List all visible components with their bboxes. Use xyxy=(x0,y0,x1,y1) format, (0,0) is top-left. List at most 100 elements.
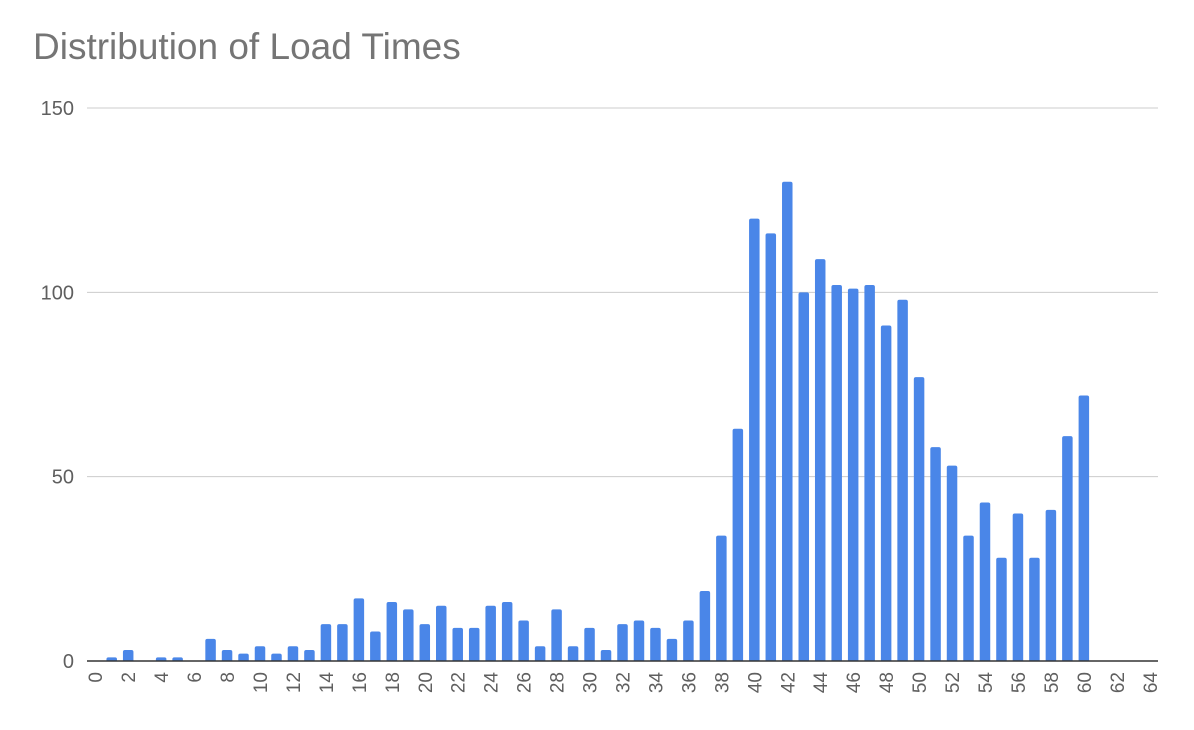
x-tick-label: 50 xyxy=(910,672,931,693)
y-tick-label: 0 xyxy=(63,651,74,673)
x-tick-label: 34 xyxy=(646,672,667,694)
histogram-bar xyxy=(452,627,463,661)
histogram-bar xyxy=(551,609,562,661)
x-tick-label: 60 xyxy=(1075,672,1096,693)
histogram-bar xyxy=(732,428,744,661)
x-tick-label: 64 xyxy=(1141,672,1162,694)
x-tick-label: 42 xyxy=(778,672,799,693)
y-tick-label: 100 xyxy=(41,282,74,304)
x-tick-label: 6 xyxy=(185,672,206,683)
x-tick-label: 28 xyxy=(548,672,569,693)
histogram-bar xyxy=(749,218,760,661)
x-tick-label: 10 xyxy=(251,672,272,693)
histogram-bar xyxy=(1029,557,1040,661)
y-tick-label: 50 xyxy=(52,467,74,489)
histogram-bar xyxy=(798,292,809,661)
histogram-bar xyxy=(436,605,447,661)
histogram-bar xyxy=(600,649,612,661)
histogram-bar xyxy=(617,624,628,661)
x-tick-label: 32 xyxy=(614,672,635,693)
x-tick-label: 0 xyxy=(86,672,107,683)
histogram-bar xyxy=(353,598,365,661)
x-tick-label: 4 xyxy=(152,672,173,683)
histogram-bar xyxy=(419,624,431,661)
histogram-bar xyxy=(386,602,398,661)
histogram-bar xyxy=(1062,436,1073,661)
x-tick-label: 18 xyxy=(383,672,404,693)
x-tick-label: 16 xyxy=(350,672,371,693)
histogram-bar xyxy=(172,657,183,661)
histogram-bar xyxy=(403,609,414,661)
histogram-bar xyxy=(155,657,167,661)
x-tick-label: 46 xyxy=(844,672,865,693)
x-tick-label: 62 xyxy=(1108,672,1129,693)
histogram-bar xyxy=(946,465,958,661)
histogram-bar xyxy=(930,447,941,661)
histogram-bar xyxy=(666,638,678,661)
histogram-bar xyxy=(320,624,332,661)
histogram-bar xyxy=(650,627,661,661)
x-tick-label: 26 xyxy=(515,672,536,693)
x-tick-label: 30 xyxy=(581,672,602,693)
x-tick-label: 38 xyxy=(712,672,733,693)
chart-title: Distribution of Load Times xyxy=(33,26,461,67)
histogram-bar xyxy=(996,557,1007,661)
histogram-bar xyxy=(337,624,348,661)
histogram-bar xyxy=(238,653,249,661)
gridlines xyxy=(87,107,1158,478)
histogram-bar xyxy=(765,233,777,661)
histogram-bar xyxy=(287,646,299,661)
histogram-bar xyxy=(501,602,513,661)
x-tick-label: 36 xyxy=(679,672,700,693)
x-tick-label: 54 xyxy=(976,672,997,694)
histogram-bar xyxy=(254,646,266,661)
x-tick-label: 44 xyxy=(811,672,832,694)
histogram-bar xyxy=(221,649,233,661)
histogram-bar xyxy=(633,620,645,661)
bars xyxy=(106,181,1090,661)
histogram-bar xyxy=(963,535,974,661)
x-tick-label: 40 xyxy=(745,672,766,693)
histogram-bar xyxy=(716,535,727,661)
histogram-bar xyxy=(814,259,826,661)
x-tick-label: 2 xyxy=(119,672,140,683)
histogram-bar xyxy=(913,377,925,661)
histogram-bar xyxy=(106,657,117,661)
histogram-bar xyxy=(271,653,282,661)
histogram-bar xyxy=(897,299,908,661)
histogram-bar xyxy=(683,620,694,661)
y-axis-tick-labels: 0 50 100 150 xyxy=(41,98,74,673)
histogram-bar xyxy=(567,646,579,661)
histogram-bar xyxy=(122,649,134,661)
x-tick-label: 22 xyxy=(449,672,470,693)
histogram-bar xyxy=(1078,395,1090,661)
x-tick-label: 56 xyxy=(1009,672,1030,693)
x-tick-label: 14 xyxy=(317,672,338,694)
histogram-bar xyxy=(534,646,546,661)
x-axis-tick-labels: 0 2 4 6 8 10 12 14 16 18 20 22 24 26 28 30 32 34 36 38 40 42 4… xyxy=(86,672,1162,694)
histogram-bar xyxy=(584,627,595,661)
histogram-bar xyxy=(979,502,991,661)
x-tick-label: 12 xyxy=(284,672,305,693)
histogram-bar xyxy=(485,605,496,661)
histogram-bar xyxy=(370,631,381,661)
histogram-bar xyxy=(468,627,480,661)
histogram-bar xyxy=(699,590,711,661)
histogram-bar xyxy=(1045,509,1057,661)
histogram-bar xyxy=(304,649,315,661)
x-tick-label: 24 xyxy=(482,672,503,694)
histogram-bar xyxy=(518,620,529,661)
histogram-bar xyxy=(1012,513,1024,661)
histogram-bar xyxy=(205,638,216,661)
x-tick-label: 20 xyxy=(416,672,437,693)
x-tick-label: 52 xyxy=(943,672,964,693)
histogram-bar xyxy=(847,288,859,661)
y-tick-label: 150 xyxy=(41,98,74,120)
histogram-bar xyxy=(782,181,793,661)
histogram-bar xyxy=(864,284,875,661)
x-tick-label: 8 xyxy=(218,672,239,683)
x-tick-label: 48 xyxy=(877,672,898,693)
x-tick-label: 58 xyxy=(1042,672,1063,693)
histogram-bar xyxy=(880,325,892,661)
